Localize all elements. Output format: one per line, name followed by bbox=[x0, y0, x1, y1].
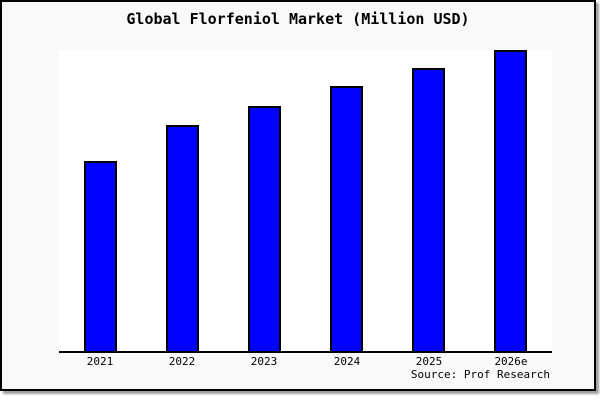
source-credit: Source: Prof Research bbox=[410, 368, 550, 381]
x-axis-labels: 2021 2022 2023 2024 2025 2026e bbox=[2, 355, 594, 369]
bar-2026e bbox=[494, 50, 527, 351]
x-tick-label-2025: 2025 bbox=[415, 355, 443, 368]
x-tick-label-2024: 2024 bbox=[333, 355, 361, 368]
bar-2025 bbox=[412, 68, 445, 351]
x-tick-label-2023: 2023 bbox=[250, 355, 278, 368]
chart-frame: Global Florfeniol Market (Million USD) 2… bbox=[0, 0, 596, 391]
x-tick-label-2021: 2021 bbox=[86, 355, 114, 368]
bar-2021 bbox=[84, 161, 117, 351]
bar-2023 bbox=[248, 106, 281, 351]
bar-2022 bbox=[166, 125, 199, 351]
x-tick-label-2026e: 2026e bbox=[494, 355, 528, 368]
x-tick-label-2022: 2022 bbox=[168, 355, 196, 368]
bar-2024 bbox=[330, 86, 363, 351]
chart-title: Global Florfeniol Market (Million USD) bbox=[126, 10, 470, 28]
plot-area bbox=[59, 50, 552, 353]
